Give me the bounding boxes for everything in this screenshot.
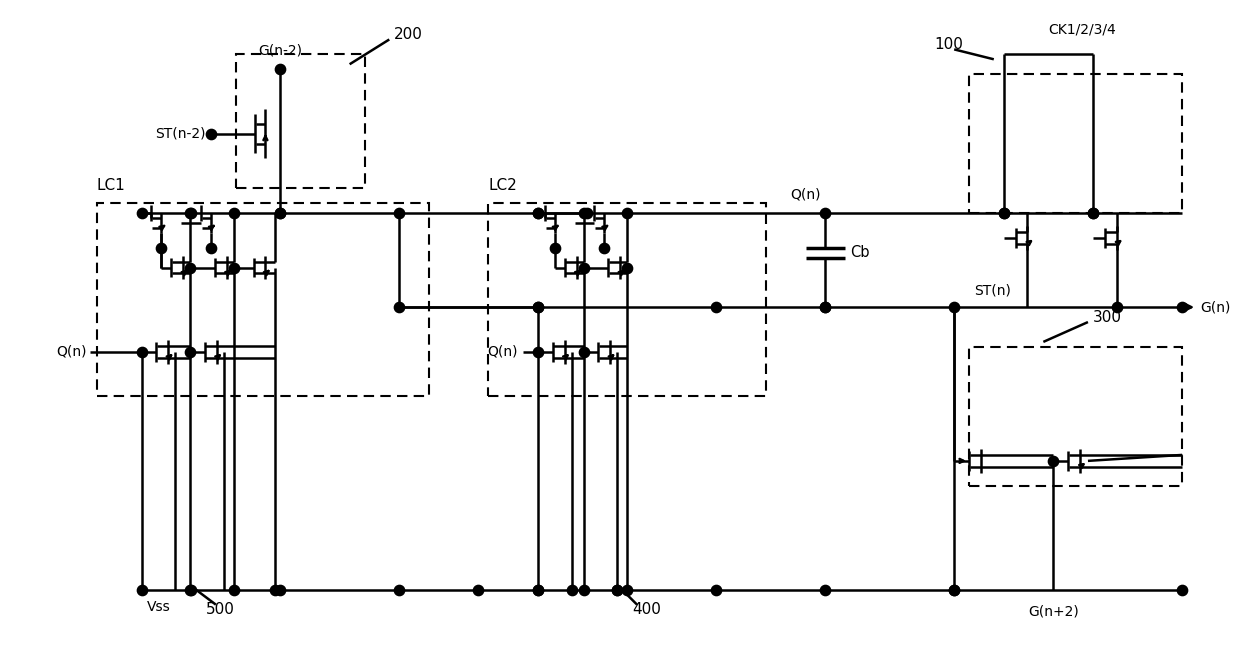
Point [944, 302, 963, 313]
Point [1083, 208, 1102, 218]
Point [993, 208, 1013, 218]
Point [608, 585, 627, 595]
Text: Q(n): Q(n) [57, 345, 87, 359]
Point [1083, 208, 1102, 218]
Bar [968, 74, 1182, 213]
Text: LC2: LC2 [489, 178, 517, 193]
Text: 500: 500 [206, 602, 236, 617]
Point [151, 242, 171, 253]
Text: Vss: Vss [146, 600, 170, 614]
Point [389, 585, 409, 595]
Point [131, 585, 151, 595]
Point [618, 208, 637, 218]
Point [707, 585, 727, 595]
Point [223, 262, 243, 273]
Bar [236, 55, 365, 188]
Point [1107, 302, 1127, 313]
Text: 400: 400 [632, 602, 661, 617]
Point [608, 585, 627, 595]
Point [1043, 455, 1063, 466]
Bar [97, 203, 429, 396]
Point [270, 585, 290, 595]
Point [201, 242, 221, 253]
Point [180, 346, 200, 357]
Point [389, 302, 409, 313]
Point [618, 585, 637, 595]
Point [562, 585, 582, 595]
Bar [489, 203, 766, 396]
Point [181, 585, 201, 595]
Point [265, 585, 285, 595]
Point [528, 585, 548, 595]
Text: G(n-2): G(n-2) [258, 43, 303, 57]
Point [594, 242, 614, 253]
Point [131, 208, 151, 218]
Point [270, 208, 290, 218]
Text: Q(n): Q(n) [790, 187, 821, 201]
Point [180, 208, 200, 218]
Point [574, 585, 594, 595]
Point [528, 208, 548, 218]
Point [993, 208, 1013, 218]
Point [544, 242, 564, 253]
Text: G(n): G(n) [1200, 300, 1230, 314]
Point [1172, 302, 1192, 313]
Point [469, 585, 489, 595]
Point [618, 262, 637, 273]
Point [270, 208, 290, 218]
Point [944, 585, 963, 595]
Point [181, 208, 201, 218]
Point [816, 208, 836, 218]
Point [223, 208, 243, 218]
Point [270, 64, 290, 74]
Point [578, 208, 598, 218]
Text: G(n+2): G(n+2) [1028, 604, 1079, 619]
Text: ST(n): ST(n) [973, 283, 1011, 297]
Point [528, 302, 548, 313]
Point [707, 302, 727, 313]
Text: ST(n-2): ST(n-2) [155, 127, 206, 141]
Point [389, 208, 409, 218]
Point [816, 302, 836, 313]
Point [574, 262, 594, 273]
Point [574, 346, 594, 357]
Text: Cb: Cb [851, 245, 869, 260]
Point [574, 208, 594, 218]
Point [201, 128, 221, 139]
Point [528, 346, 548, 357]
Point [180, 585, 200, 595]
Point [1172, 585, 1192, 595]
Point [816, 302, 836, 313]
Point [528, 302, 548, 313]
Point [528, 208, 548, 218]
Text: 100: 100 [935, 37, 963, 52]
Point [223, 585, 243, 595]
Bar [968, 347, 1182, 486]
Point [528, 585, 548, 595]
Text: CK1/2/3/4: CK1/2/3/4 [1048, 22, 1116, 37]
Point [944, 585, 963, 595]
Point [816, 585, 836, 595]
Point [180, 262, 200, 273]
Text: 300: 300 [1092, 309, 1122, 325]
Text: LC1: LC1 [97, 178, 125, 193]
Text: Q(n): Q(n) [487, 345, 518, 359]
Text: 200: 200 [394, 27, 423, 42]
Point [131, 346, 151, 357]
